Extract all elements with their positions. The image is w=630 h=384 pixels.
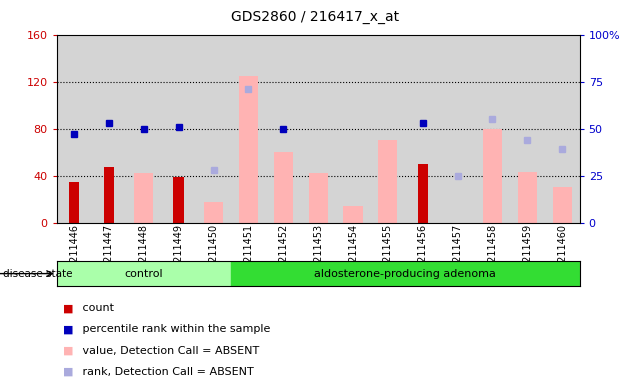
Bar xyxy=(418,164,428,223)
Text: aldosterone-producing adenoma: aldosterone-producing adenoma xyxy=(314,268,496,279)
Bar xyxy=(273,152,293,223)
Bar xyxy=(204,202,223,223)
Text: rank, Detection Call = ABSENT: rank, Detection Call = ABSENT xyxy=(79,367,253,377)
Bar xyxy=(134,173,154,223)
Bar xyxy=(309,173,328,223)
Text: ■: ■ xyxy=(63,367,74,377)
Bar xyxy=(518,172,537,223)
Text: percentile rank within the sample: percentile rank within the sample xyxy=(79,324,270,334)
Text: ■: ■ xyxy=(63,303,74,313)
Bar xyxy=(239,76,258,223)
Bar xyxy=(378,141,398,223)
Bar xyxy=(343,206,363,223)
Bar xyxy=(173,177,184,223)
Text: count: count xyxy=(79,303,114,313)
Text: ■: ■ xyxy=(63,346,74,356)
Text: GDS2860 / 216417_x_at: GDS2860 / 216417_x_at xyxy=(231,10,399,23)
Bar xyxy=(69,182,79,223)
Text: disease state: disease state xyxy=(3,268,72,279)
Bar xyxy=(483,129,502,223)
Text: control: control xyxy=(125,268,163,279)
Bar xyxy=(553,187,572,223)
Bar xyxy=(104,167,114,223)
Text: value, Detection Call = ABSENT: value, Detection Call = ABSENT xyxy=(79,346,259,356)
Text: ■: ■ xyxy=(63,324,74,334)
